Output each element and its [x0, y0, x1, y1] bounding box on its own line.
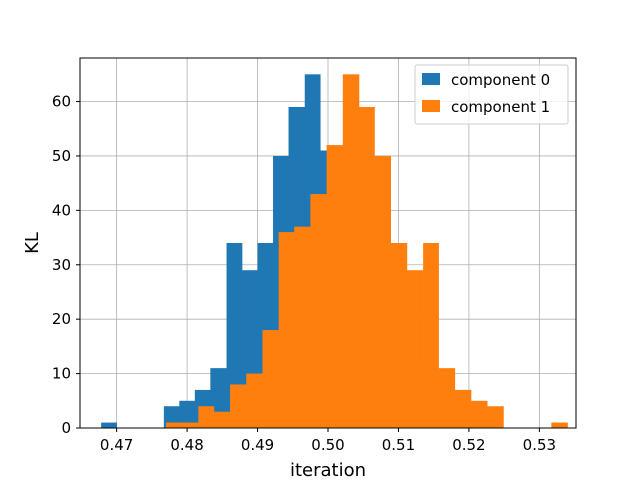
histogram-bar-series-1 — [246, 373, 263, 428]
x-tick-label: 0.51 — [382, 436, 415, 454]
x-tick-label: 0.52 — [452, 436, 485, 454]
x-tick-label: 0.53 — [523, 436, 556, 454]
histogram-bar-series-1 — [326, 145, 344, 428]
axis-ticks: 0.47 0.48 0.49 0.50 0.51 0.52 0.53 0 10 20 30 40 50 6… — [52, 93, 556, 454]
histogram-bar-series-0 — [226, 243, 243, 428]
histogram-bar-series-1 — [342, 74, 360, 428]
legend-swatch-0 — [422, 73, 440, 85]
histogram-bar-series-1 — [294, 226, 311, 428]
legend-swatch-1 — [422, 100, 440, 112]
y-tick-label: 0 — [61, 419, 71, 437]
legend-label-0: component 0 — [451, 71, 550, 89]
histogram-bar-series-1 — [213, 411, 231, 428]
histogram-bars — [101, 74, 568, 429]
y-tick-label: 30 — [52, 256, 71, 274]
x-axis-label: iteration — [290, 460, 366, 480]
y-tick-label: 20 — [52, 310, 71, 328]
histogram-bar-series-1 — [454, 389, 472, 428]
y-tick-label: 60 — [52, 93, 71, 111]
legend-label-1: component 1 — [451, 98, 550, 116]
y-tick-label: 10 — [52, 365, 71, 383]
x-tick-label: 0.48 — [170, 436, 203, 454]
histogram-bar-series-1 — [182, 422, 199, 428]
histogram-bar-series-1 — [198, 406, 215, 428]
histogram-bar-series-1 — [230, 384, 247, 428]
legend-box — [414, 64, 569, 125]
histogram-bar-series-1 — [359, 106, 375, 429]
histogram-bar-series-1 — [390, 243, 408, 428]
y-axis-label: KL — [22, 232, 43, 254]
histogram-bar-series-1 — [165, 422, 183, 428]
histogram-bar-series-0 — [101, 422, 117, 428]
x-tick-label: 0.49 — [241, 436, 274, 454]
histogram-bar-series-1 — [471, 400, 488, 428]
histogram-bar-series-1 — [406, 270, 424, 428]
histogram-bar-series-1 — [551, 422, 568, 428]
legend: component 0 component 1 — [414, 64, 569, 125]
x-tick-label: 0.50 — [311, 436, 344, 454]
histogram-bar-series-1 — [262, 330, 279, 428]
y-tick-label: 40 — [52, 201, 71, 219]
histogram-bar-series-1 — [278, 232, 295, 428]
histogram-bar-series-1 — [438, 368, 456, 428]
histogram-bar-series-1 — [374, 155, 392, 429]
y-tick-label: 50 — [52, 147, 71, 165]
histogram-bar-series-1 — [310, 194, 327, 428]
histogram-bar-series-1 — [487, 406, 504, 428]
x-tick-label: 0.47 — [100, 436, 133, 454]
histogram-bar-series-0 — [179, 400, 196, 428]
histogram-bar-series-1 — [423, 243, 439, 428]
